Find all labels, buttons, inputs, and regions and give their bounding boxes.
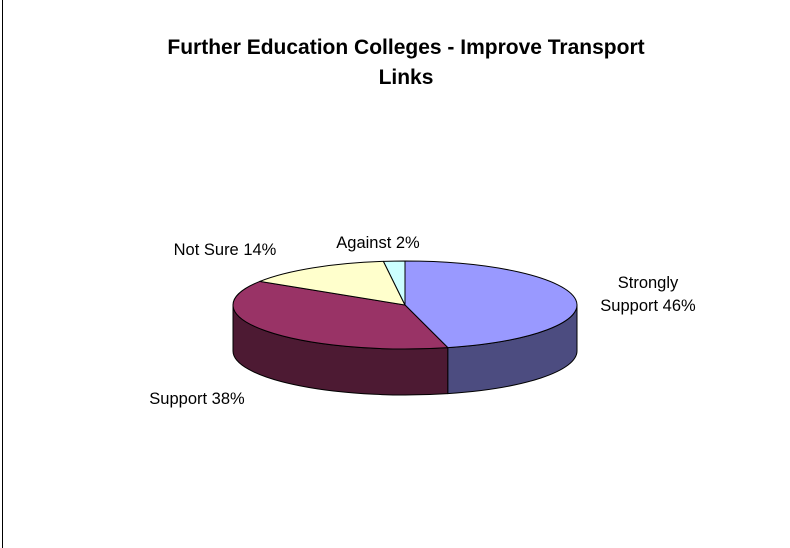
pie-slice-strongly-support (404, 260, 578, 349)
chart-title-line-1: Further Education Colleges - Improve Tra… (167, 36, 644, 59)
pie-slice-not-sure (259, 260, 406, 306)
pie-slices (232, 260, 578, 350)
pie-labels: Strongly Support 46% Support 38% Not Sure 1… (149, 234, 696, 408)
slice-label-strongly-support: Strongly Support 46% (600, 274, 696, 315)
pie-slice-against (382, 260, 406, 306)
chart-title-line-2: Links (379, 66, 434, 89)
slice-label-support: Support 38% (149, 390, 245, 408)
slice-label-not-sure: Not Sure 14% (174, 241, 277, 259)
pie-slice-support (232, 280, 449, 350)
slice-label-against: Against 2% (336, 234, 420, 252)
